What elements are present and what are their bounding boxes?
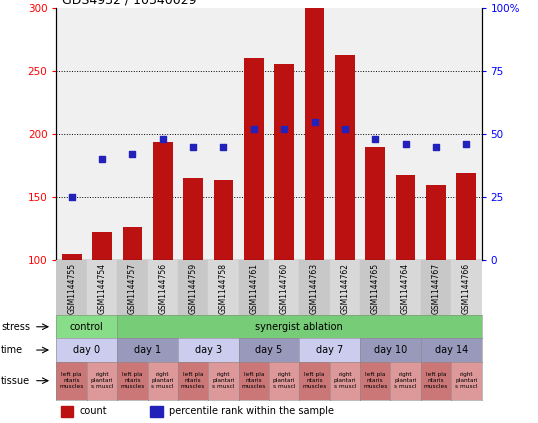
Text: control: control: [70, 322, 104, 332]
Text: GSM1144761: GSM1144761: [249, 263, 258, 314]
Bar: [208, 260, 239, 315]
Bar: [117, 260, 147, 315]
Text: GSM1144757: GSM1144757: [128, 263, 137, 314]
Point: [401, 141, 410, 148]
Text: GSM1144767: GSM1144767: [431, 263, 441, 314]
Text: GSM1144758: GSM1144758: [219, 263, 228, 314]
Text: time: time: [1, 345, 23, 355]
Bar: [239, 260, 269, 315]
Text: day 14: day 14: [435, 345, 468, 355]
Text: left pla
ntaris
muscles: left pla ntaris muscles: [363, 372, 387, 389]
Text: right
plantari
s muscl: right plantari s muscl: [212, 372, 235, 389]
Text: right
plantari
s muscl: right plantari s muscl: [273, 372, 295, 389]
Text: right
plantari
s muscl: right plantari s muscl: [91, 372, 114, 389]
Text: synergist ablation: synergist ablation: [256, 322, 343, 332]
Text: right
plantari
s muscl: right plantari s muscl: [455, 372, 478, 389]
Text: left pla
ntaris
muscles: left pla ntaris muscles: [60, 372, 84, 389]
Text: left pla
ntaris
muscles: left pla ntaris muscles: [181, 372, 206, 389]
Bar: [451, 260, 482, 315]
Bar: [421, 260, 451, 315]
Bar: [330, 260, 360, 315]
Text: GSM1144756: GSM1144756: [158, 263, 167, 314]
Bar: [214, 180, 233, 260]
Text: tissue: tissue: [1, 376, 30, 386]
Bar: [244, 58, 264, 260]
Text: stress: stress: [1, 322, 30, 332]
Bar: [183, 179, 203, 260]
Text: GSM1144763: GSM1144763: [310, 263, 319, 314]
Bar: [396, 175, 415, 260]
Bar: [150, 406, 162, 417]
Text: left pla
ntaris
muscles: left pla ntaris muscles: [424, 372, 448, 389]
Bar: [147, 260, 178, 315]
Point: [341, 126, 349, 133]
Text: GSM1144765: GSM1144765: [371, 263, 380, 314]
Bar: [299, 260, 330, 315]
Bar: [56, 260, 87, 315]
Bar: [391, 260, 421, 315]
Text: day 7: day 7: [316, 345, 343, 355]
Bar: [123, 228, 142, 260]
Bar: [153, 142, 173, 260]
Bar: [62, 254, 82, 260]
Bar: [274, 64, 294, 260]
Text: left pla
ntaris
muscles: left pla ntaris muscles: [120, 372, 145, 389]
Text: GSM1144762: GSM1144762: [341, 263, 349, 314]
Text: GSM1144755: GSM1144755: [67, 263, 76, 314]
Point: [128, 151, 137, 158]
Text: percentile rank within the sample: percentile rank within the sample: [169, 407, 334, 416]
Text: left pla
ntaris
muscles: left pla ntaris muscles: [242, 372, 266, 389]
Point: [280, 126, 288, 133]
Point: [219, 143, 228, 150]
Bar: [178, 260, 208, 315]
Text: day 10: day 10: [374, 345, 407, 355]
Text: day 5: day 5: [256, 345, 282, 355]
Point: [250, 126, 258, 133]
Point: [67, 194, 76, 201]
Point: [189, 143, 197, 150]
Point: [310, 118, 319, 125]
Bar: [92, 233, 112, 260]
Bar: [305, 8, 324, 260]
Text: right
plantari
s muscl: right plantari s muscl: [152, 372, 174, 389]
Bar: [456, 173, 476, 260]
Text: count: count: [80, 407, 108, 416]
Text: day 1: day 1: [134, 345, 161, 355]
Bar: [61, 406, 74, 417]
Point: [158, 136, 167, 143]
Bar: [335, 55, 355, 260]
Text: GSM1144760: GSM1144760: [280, 263, 289, 314]
Point: [371, 136, 379, 143]
Text: left pla
ntaris
muscles: left pla ntaris muscles: [302, 372, 327, 389]
Text: right
plantari
s muscl: right plantari s muscl: [394, 372, 417, 389]
Point: [98, 156, 107, 163]
Bar: [426, 185, 446, 260]
Text: day 0: day 0: [73, 345, 101, 355]
Text: right
plantari
s muscl: right plantari s muscl: [334, 372, 356, 389]
Text: GSM1144754: GSM1144754: [97, 263, 107, 314]
Text: day 3: day 3: [195, 345, 222, 355]
Text: GSM1144766: GSM1144766: [462, 263, 471, 314]
Point: [462, 141, 471, 148]
Bar: [87, 260, 117, 315]
Text: GSM1144764: GSM1144764: [401, 263, 410, 314]
Bar: [269, 260, 299, 315]
Bar: [365, 147, 385, 260]
Bar: [360, 260, 391, 315]
Point: [431, 143, 440, 150]
Text: GSM1144759: GSM1144759: [189, 263, 197, 314]
Text: GDS4932 / 10340029: GDS4932 / 10340029: [62, 0, 196, 6]
